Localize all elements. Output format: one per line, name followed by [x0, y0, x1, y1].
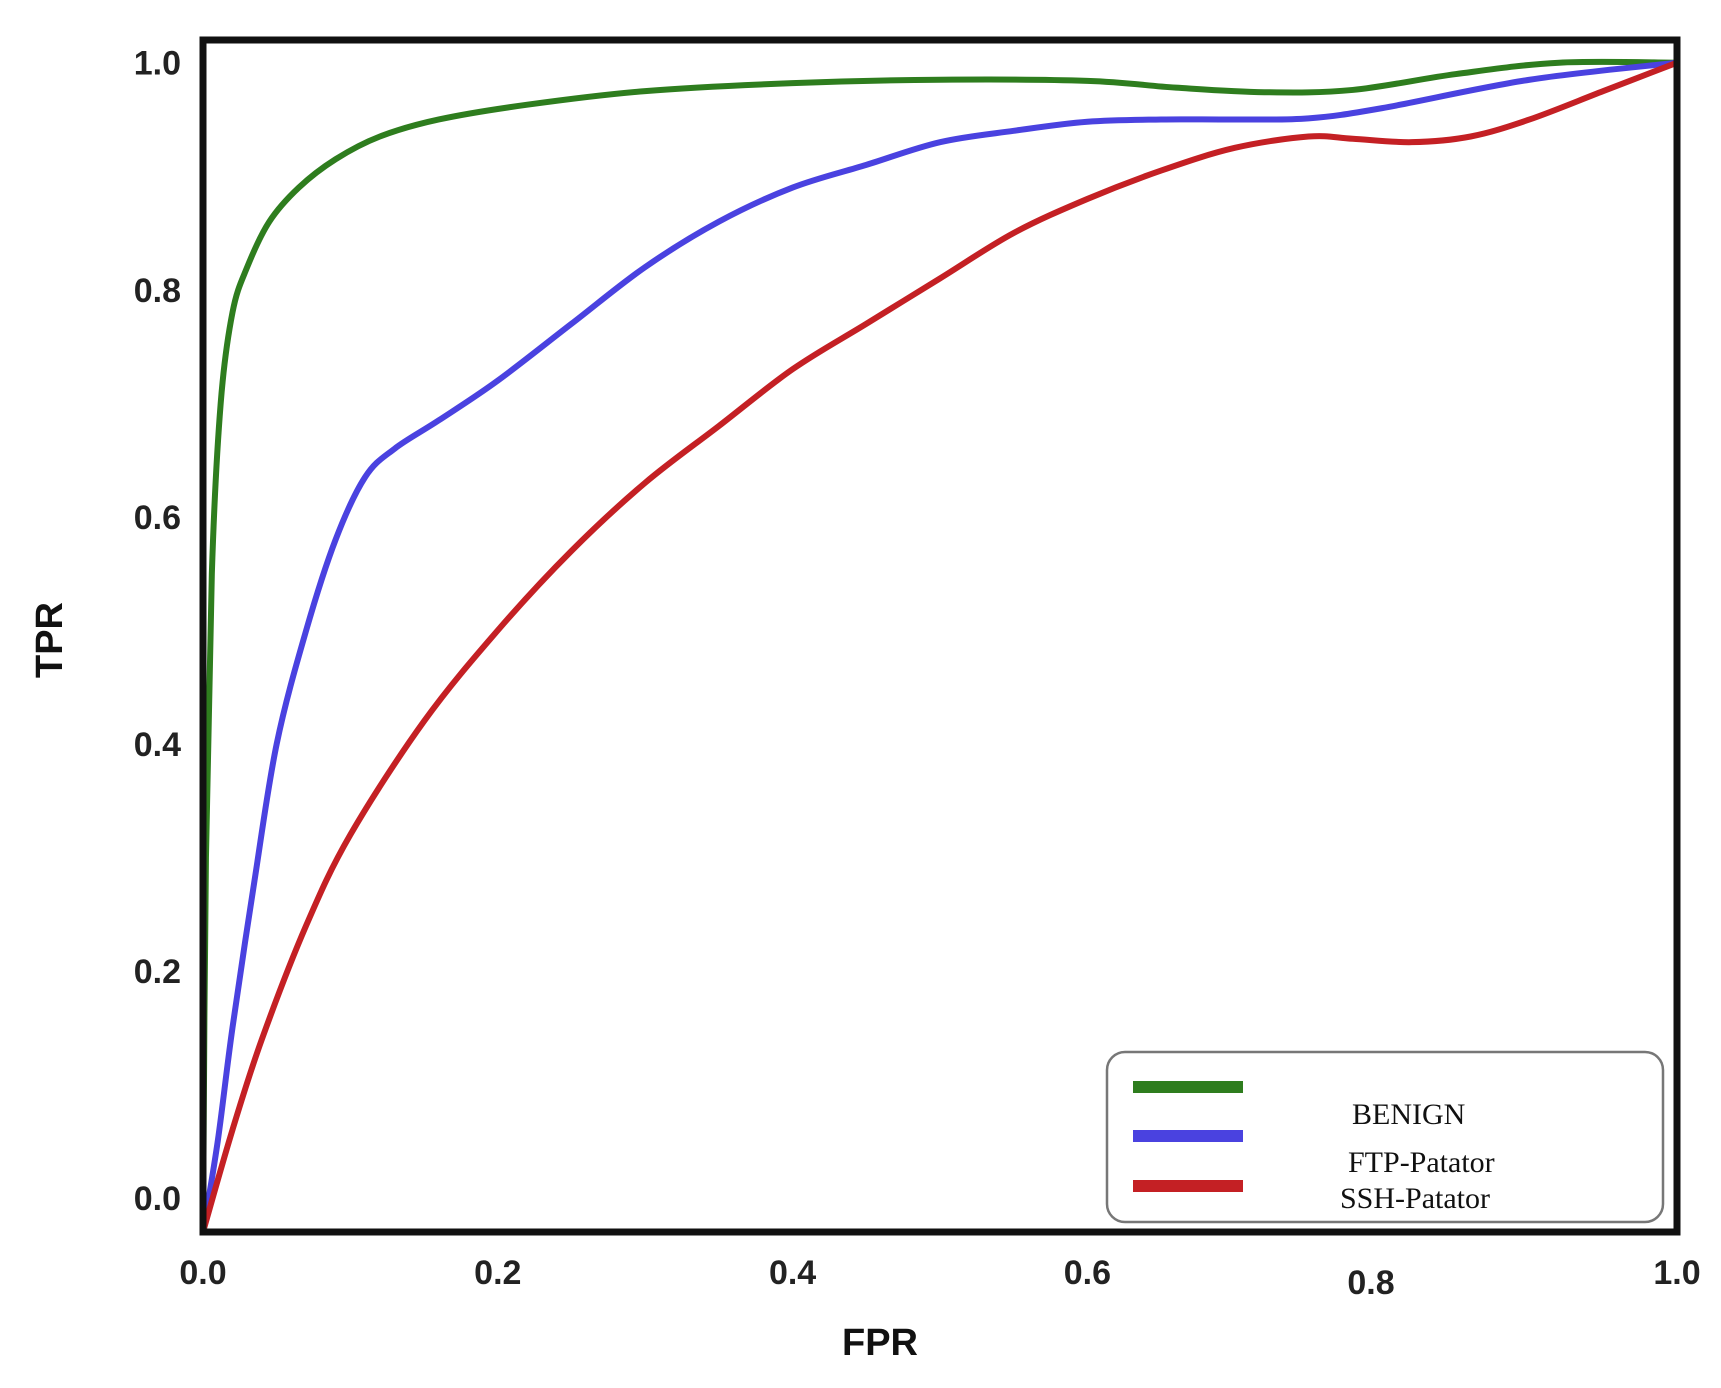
x-tick-label: 0.4 — [769, 1254, 816, 1292]
legend-label-ssh-patator: SSH-Patator — [1340, 1182, 1490, 1215]
y-tick-label: 0.6 — [134, 499, 181, 537]
y-tick-label: 0.4 — [134, 726, 181, 764]
y-tick-label: 1.0 — [134, 45, 181, 83]
y-tick-label: 0.8 — [134, 272, 181, 310]
x-tick-label: 0.2 — [474, 1254, 521, 1292]
series-line-ssh-patator — [200, 59, 1680, 1235]
x-tick-label: 1.0 — [1653, 1254, 1700, 1292]
y-axis-ticks: 0.0 0.2 0.4 0.6 0.8 1.0 — [134, 45, 181, 1218]
x-tick-label: 0.6 — [1064, 1254, 1111, 1292]
x-tick-label: 0.0 — [179, 1254, 226, 1292]
plot-area — [200, 58, 1680, 1235]
legend-label-ftp-patator: FTP-Patator — [1348, 1146, 1495, 1179]
x-axis-label: FPR — [842, 1322, 918, 1364]
plot-frame — [199, 36, 1681, 1236]
series-line-ftp-patator — [200, 59, 1680, 1235]
y-tick-label: 0.2 — [134, 953, 181, 991]
x-tick-label: 0.8 — [1347, 1264, 1394, 1302]
legend-label-benign: BENIGN — [1352, 1098, 1465, 1131]
y-axis-label: TPR — [29, 602, 71, 678]
series-line-benign — [200, 58, 1680, 1235]
x-axis-ticks: 0.0 0.2 0.4 0.6 0.8 1.0 — [179, 1254, 1700, 1302]
legend-box — [1105, 1050, 1665, 1224]
y-tick-label: 0.0 — [134, 1180, 181, 1218]
